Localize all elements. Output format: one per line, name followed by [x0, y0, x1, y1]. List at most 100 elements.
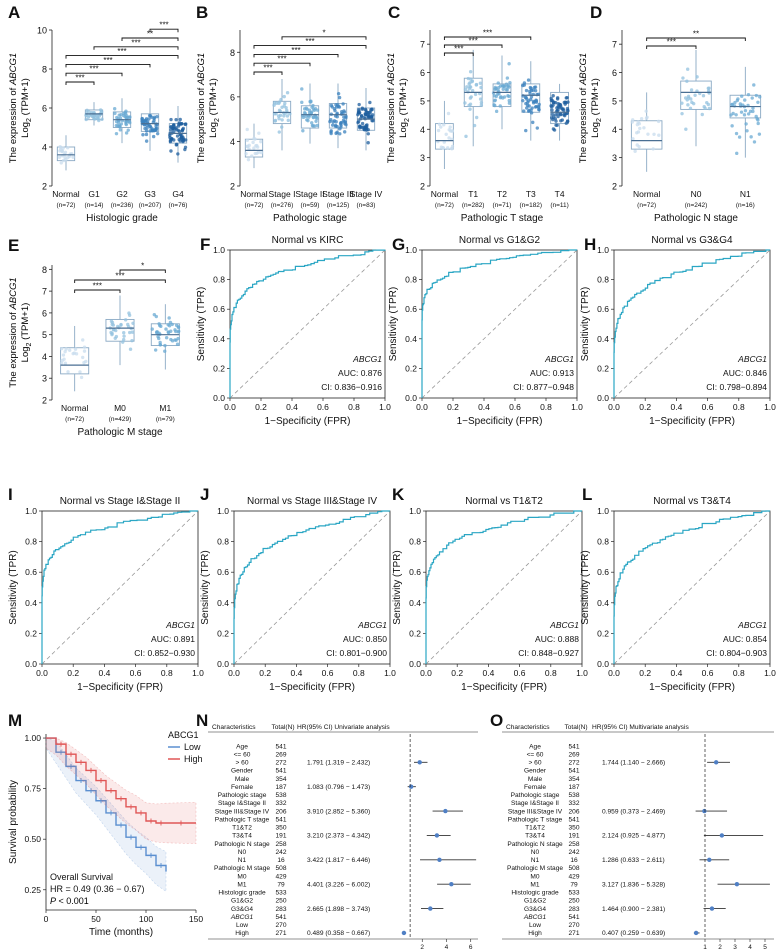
header-characteristics: Characteristics [506, 724, 550, 731]
x-tick-label: 0.8 [348, 402, 360, 412]
x-count-label: (n=59) [301, 202, 320, 209]
data-point [59, 161, 63, 165]
data-point [305, 118, 309, 122]
data-point [524, 128, 528, 133]
data-point [507, 62, 511, 66]
hr-estimate [413, 760, 428, 765]
data-point [245, 127, 249, 132]
panel-letter: C [388, 3, 400, 22]
x-tick-label: 1.0 [192, 668, 204, 678]
y-tick-label: 0.2 [213, 363, 225, 373]
roc-auc: AUC: 0.846 [723, 368, 767, 378]
plot-frame [229, 249, 386, 399]
data-point [363, 107, 368, 112]
row-label: Histologic grade [511, 890, 559, 897]
hr-estimate [407, 784, 416, 789]
y-tick-label: 0.6 [25, 567, 37, 577]
data-point [750, 96, 754, 100]
x-tick-label: 150 [189, 914, 203, 924]
data-point [64, 347, 68, 351]
data-point [257, 131, 261, 135]
bracket-line [149, 28, 179, 33]
bracket-line [281, 36, 367, 40]
data-point [124, 114, 129, 118]
data-point [553, 113, 558, 117]
data-point [533, 105, 538, 109]
roc-ci: CI: 0.836−0.916 [321, 382, 382, 392]
data-point [751, 109, 755, 114]
x-tick-label: 0.4 [98, 668, 110, 678]
data-point [244, 152, 248, 156]
data-point [638, 126, 642, 131]
row-label: Female [231, 784, 253, 791]
row-label: Stage III&Stage IV [508, 808, 563, 815]
data-point [245, 138, 250, 142]
row-label: G1&G2 [524, 898, 546, 905]
row-total: 350 [568, 825, 579, 832]
data-point [149, 126, 153, 130]
box-stage-i [272, 79, 292, 151]
data-point [150, 327, 154, 331]
roc-gene: ABCG1 [737, 354, 767, 364]
x-tick-label: Normal [61, 403, 89, 413]
x-tick-label: Stage IV [350, 189, 383, 199]
y-axis-label-unit: Log2 (TPM+1) [208, 78, 221, 138]
significance-bracket: ** [121, 30, 179, 41]
row-label: Low [529, 922, 541, 929]
row-hr-text: 1.083 (0.796 − 1.473) [307, 784, 370, 791]
row-total: 541 [275, 768, 286, 775]
data-point [181, 138, 185, 143]
data-point [152, 116, 156, 121]
data-point [681, 76, 685, 80]
data-point [749, 135, 753, 139]
data-point [114, 119, 119, 124]
data-point [315, 108, 320, 112]
y-tick-label: 2 [420, 182, 425, 192]
row-total: 508 [568, 865, 579, 872]
data-point [758, 95, 762, 99]
data-point [121, 340, 125, 344]
data-point [554, 119, 558, 123]
row-total: 250 [568, 898, 579, 905]
y-tick-label: 8 [42, 65, 47, 75]
y-tick-label: 2 [42, 182, 47, 192]
y-tick-label: 0.25 [24, 885, 41, 895]
data-point [366, 132, 370, 136]
data-point [73, 347, 78, 351]
row-total: 270 [568, 922, 579, 929]
data-point [253, 151, 257, 156]
data-point [690, 100, 694, 105]
data-point [529, 108, 533, 112]
data-point [636, 130, 641, 134]
y-tick-label: 1.0 [597, 245, 609, 255]
km-confidence-band [45, 737, 197, 844]
data-point [64, 157, 68, 162]
data-point [180, 134, 184, 138]
data-point [149, 115, 154, 119]
panel-letter: M [8, 711, 22, 730]
data-point [468, 107, 472, 111]
data-point [330, 105, 334, 109]
bracket-line [65, 63, 151, 68]
data-point [119, 113, 123, 117]
data-point [93, 117, 97, 121]
data-point [172, 138, 176, 142]
hr-point [443, 808, 448, 814]
panel-letter: L [582, 485, 592, 504]
x-axis-label: Histologic grade [86, 213, 158, 224]
row-total: 270 [275, 922, 286, 929]
roc-title: Normal vs Stage I&Stage II [60, 496, 181, 507]
data-point [63, 361, 68, 365]
data-point [336, 91, 341, 96]
data-point [286, 118, 290, 123]
data-point [60, 358, 64, 363]
significance-label: *** [89, 65, 98, 74]
roc-gene: ABCG1 [544, 354, 574, 364]
diagonal-reference [41, 510, 199, 665]
y-axis-label: The expression of ABCG1 [8, 277, 19, 387]
row-label: ABCG1 [230, 914, 254, 921]
data-point [695, 75, 699, 79]
hr-point [408, 784, 414, 789]
data-point [144, 117, 149, 121]
